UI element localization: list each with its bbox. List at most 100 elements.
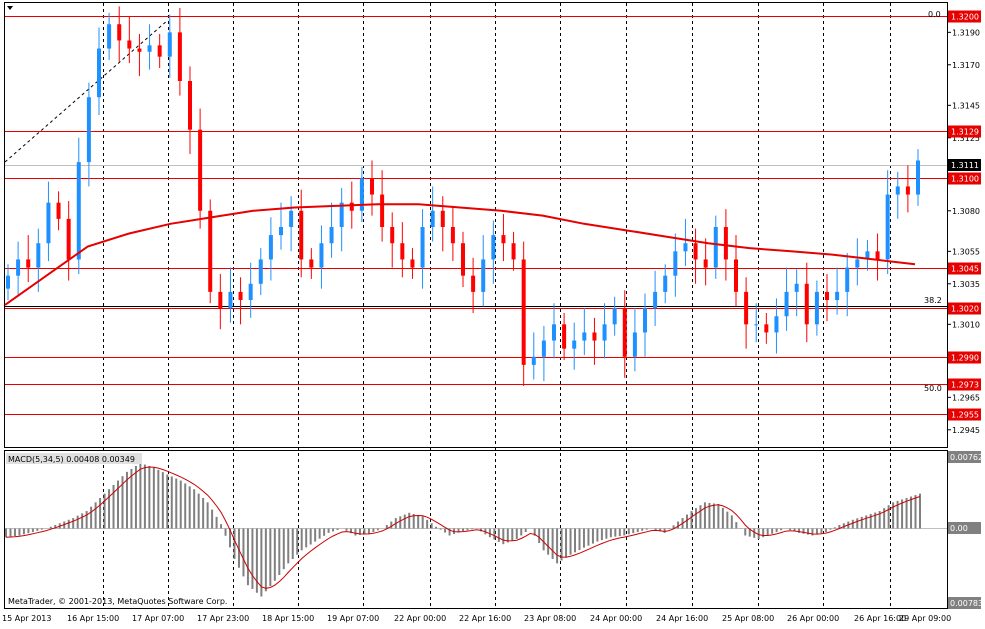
level-badge-text: 1.2955 [951,411,979,420]
candle-body [198,129,203,211]
candle-body [97,48,101,98]
candle-body [86,97,91,163]
candle-body [916,160,920,195]
candle-body [541,340,546,357]
price-levels [5,16,947,415]
candle-body [117,24,122,41]
candle-body [552,324,556,341]
candle-body [400,243,405,260]
time-tick: 23 Apr 08:00 [524,614,576,623]
level-badge-text: 1.3200 [951,13,979,22]
candle-body [471,275,476,292]
time-tick: 22 Apr 00:00 [394,614,446,623]
candle-body [177,32,182,81]
time-tick: 17 Apr 23:00 [197,614,249,623]
candle-body [582,332,587,341]
fibonacci-trendline[interactable] [4,19,169,163]
time-tick: 19 Apr 07:00 [327,614,379,623]
candle-body [794,283,799,292]
candle-body [531,356,536,365]
candle-body [208,210,213,292]
candle-body [734,259,738,292]
candle-body [36,243,41,268]
level-badge [948,10,981,23]
candle-body [491,235,496,260]
candle-body [521,259,526,365]
candle-body [825,291,829,300]
candle-body [167,32,172,57]
level-badge [948,408,981,421]
candle-body [835,291,840,300]
candle-body [713,227,718,268]
price-tick-label: 1.2945 [952,426,980,435]
time-tick: 24 Apr 00:00 [590,614,642,623]
price-tick-label: 1.3190 [952,28,980,37]
level-badge [948,351,981,364]
candle-body [6,275,10,289]
time-tick: 25 Apr 08:00 [722,614,774,623]
current-price-text: 1.3111 [951,161,979,170]
time-tick: 16 Apr 15:00 [67,614,119,623]
level-badge-text: 1.2973 [951,381,979,390]
time-tick: 24 Apr 16:00 [656,614,708,623]
candle-body [764,324,769,333]
candle-body [66,218,71,260]
level-badge [948,125,981,138]
indicator-label[interactable]: MACD(5,34,5) 0.00408 0.00349 [8,455,135,464]
macd-zero-value: 0.00 [950,524,968,533]
candle-body [622,308,627,357]
candle-body [754,324,759,326]
candle-body [683,243,688,252]
candle-body [450,227,455,244]
candle-body [319,243,324,268]
price-tick-label: 1.3170 [952,61,980,70]
candle-body [279,227,283,236]
level-badges: 1.3200 1.3129 1.3100 1.3045 1.3020 1.2990 1.29… [948,10,981,421]
macd-bottom-value: 0.00783 [950,599,983,608]
candle-body [339,202,344,227]
candle-body [248,283,253,300]
level-badge [948,172,981,185]
time-tick: 26 Apr 16:00 [854,614,906,623]
candle-body [602,324,607,341]
fib-label-50: 50.0 [924,384,942,393]
level-badge [948,262,981,275]
fib-label-zero: 0.0 [928,10,941,19]
time-tick: 26 Apr 00:00 [787,614,839,623]
candle-body [157,45,162,57]
candle-body [440,210,445,227]
candle-body [26,259,31,268]
candle-body [137,48,142,52]
candle-body [16,259,21,276]
chart-menu-triangle-icon[interactable] [7,6,13,10]
candle-body [107,24,112,49]
candle-body [592,332,597,341]
candle-body [895,186,900,195]
candle-body [905,186,910,195]
candle-body [501,235,506,244]
candle-body [461,243,465,276]
candle-body [268,235,273,260]
candle-body [147,45,152,52]
price-tick-label: 1.3035 [952,280,980,289]
candle-body [845,267,850,292]
candle-body [632,332,637,357]
price-tick-label: 1.3010 [952,320,980,329]
candle-body [56,202,61,219]
price-axis: 1.3190 1.3170 1.3145 1.3125 1.3080 1.3055 1.30… [947,28,980,435]
level-badge-text: 1.3129 [951,128,979,137]
macd-histogram [5,463,921,597]
candle-body [218,291,223,309]
macd-signal-line [5,466,921,589]
level-badge-text: 1.2990 [951,354,979,363]
candle-body [804,283,809,325]
candle-body [309,259,314,268]
candle-body [643,308,647,333]
level-badge [948,378,981,391]
candle-body [46,202,51,244]
candle-body [855,259,860,268]
candle-body [258,259,263,284]
candle-body [653,291,658,309]
